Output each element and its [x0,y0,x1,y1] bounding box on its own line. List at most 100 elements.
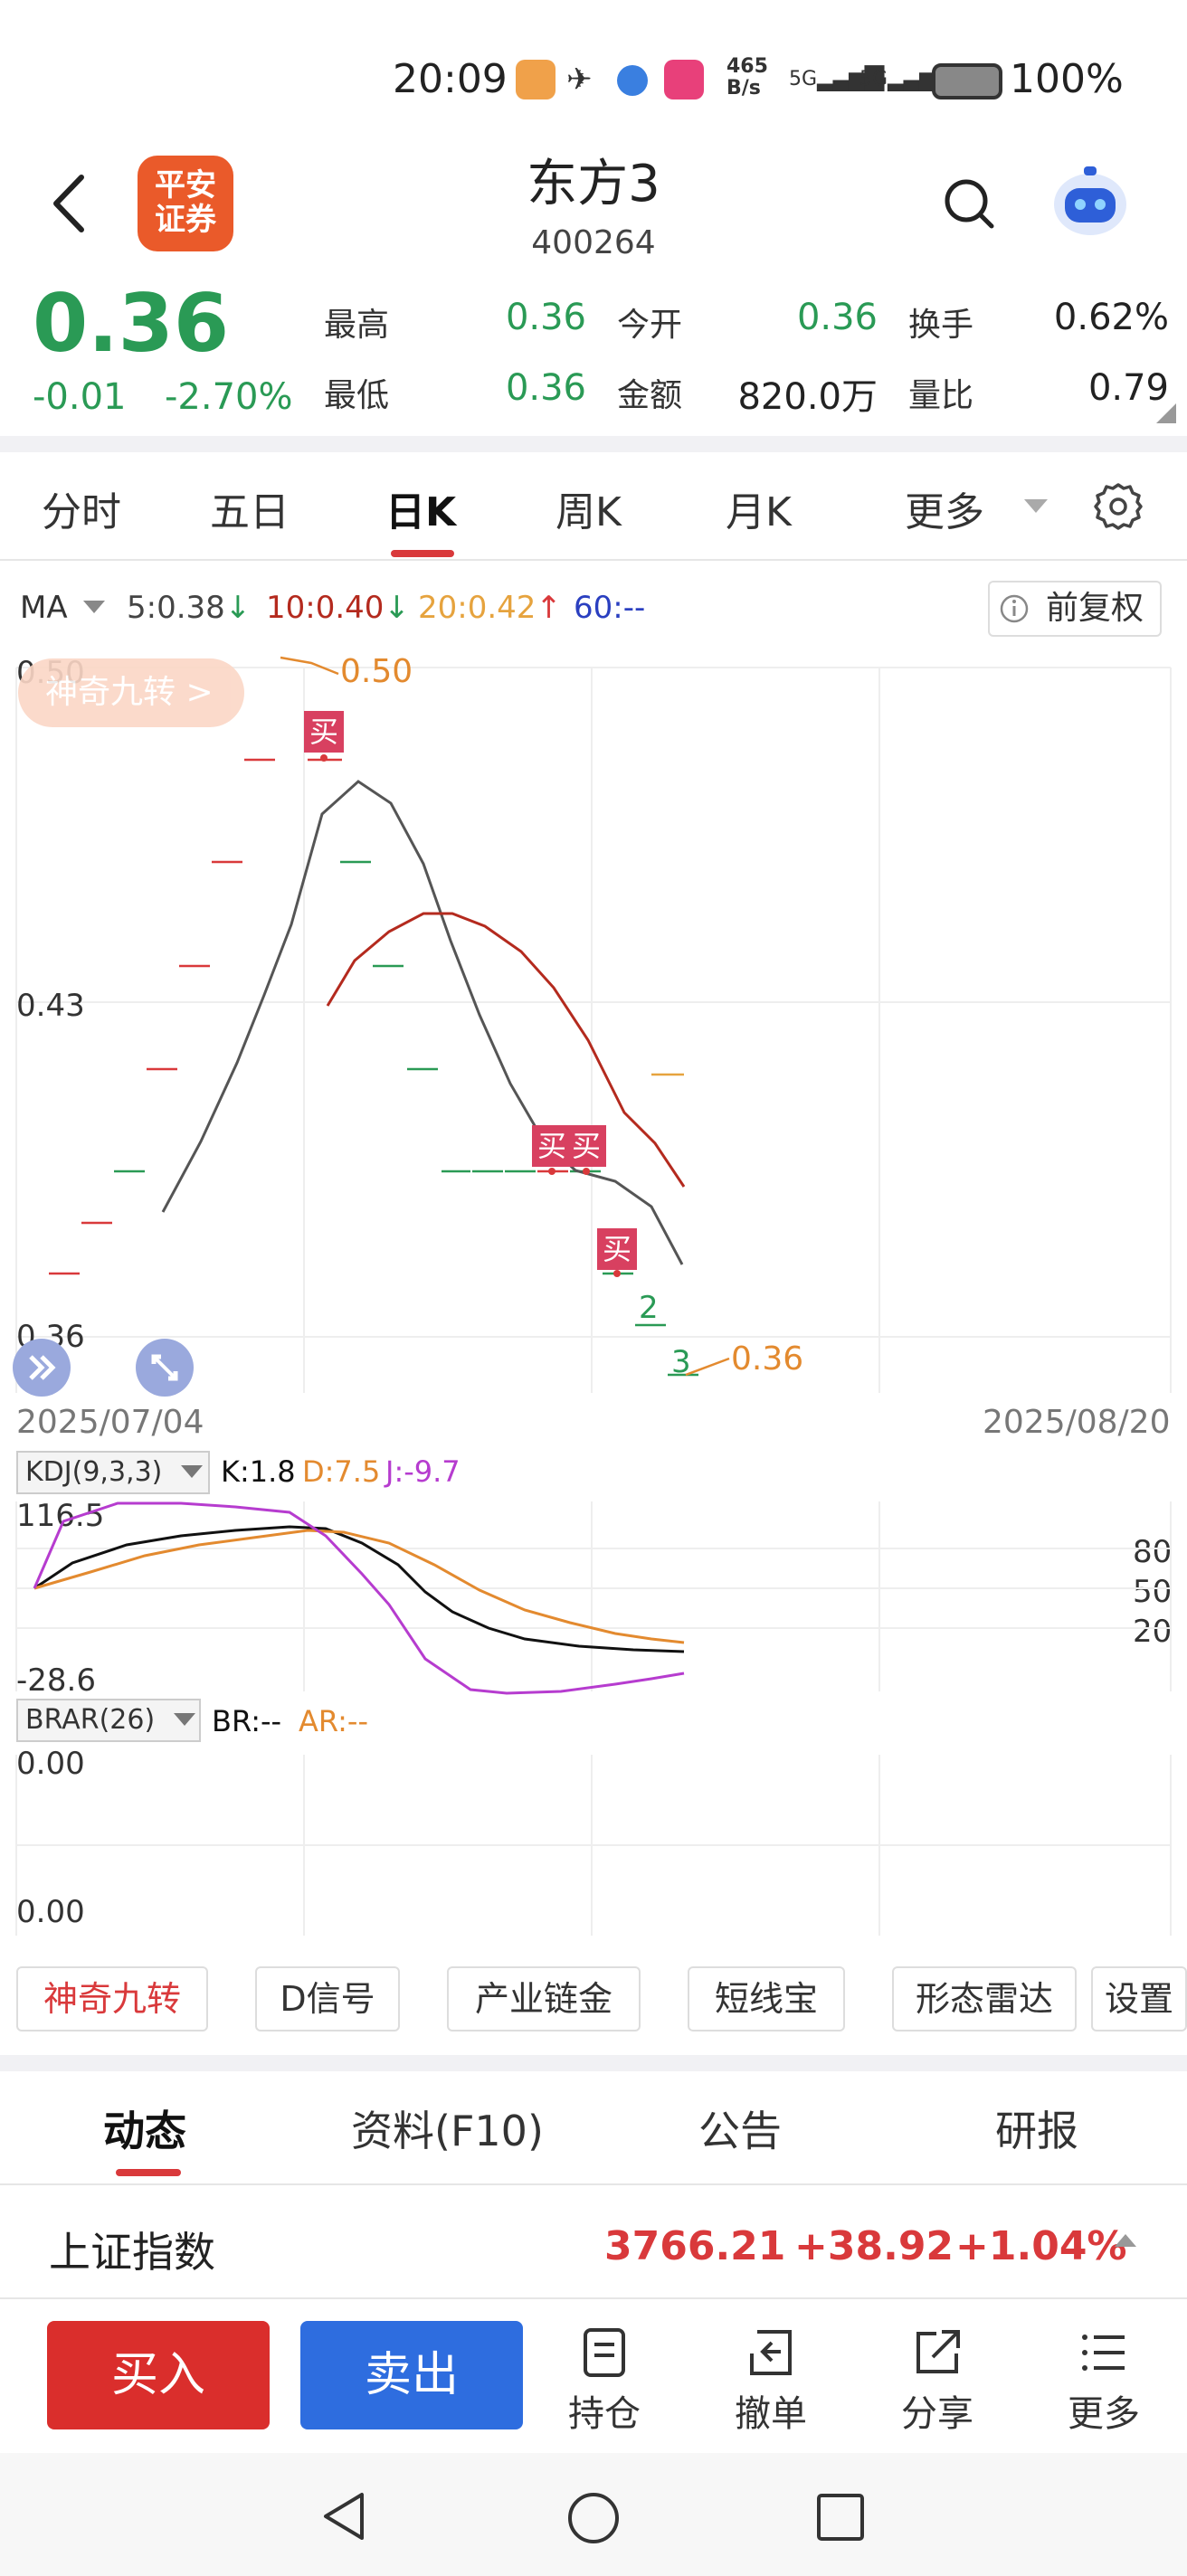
ma-dropdown-icon[interactable] [83,601,105,613]
signal-icon-1: 5G▂▃▅▇ [789,62,884,91]
ticker-divider [0,2297,1187,2299]
brar-selector[interactable]: BRAR(26) [16,1699,201,1742]
app-notification-icon-3 [617,65,648,96]
chevron-down-icon[interactable] [174,1713,195,1726]
section-divider [0,2055,1187,2071]
tab-more[interactable]: 更多 [905,489,984,535]
search-icon[interactable] [943,177,995,230]
buy-button[interactable]: 买入 [47,2321,270,2429]
brar-ar-value: AR:-- [299,1704,369,1738]
info-icon [1000,594,1029,623]
buy-signal-tag: 买 [304,711,344,753]
broker-logo: 平安 证券 [138,156,233,251]
high-value: 0.36 [505,297,586,338]
more-button[interactable]: 更多 [1049,2326,1158,2437]
cancel-order-button[interactable]: 撤单 [717,2326,825,2437]
tool-pattern-radar[interactable]: 形态雷达 [892,1966,1077,2031]
buy-signal-tag: 买 [597,1228,637,1270]
turnover-label: 换手 [908,307,974,344]
current-price: 0.36 [33,277,230,370]
open-value: 0.36 [796,297,878,338]
chevron-down-icon[interactable] [1024,499,1048,513]
tabs-divider [0,559,1187,561]
cancel-order-icon [750,2330,792,2375]
stock-code: 400264 [531,224,656,261]
tool-industry-chain[interactable]: 产业链金 [447,1966,641,2031]
active-tab-indicator [391,550,454,557]
tab-research[interactable]: 研报 [995,2107,1078,2155]
expand-left-icon[interactable] [13,1339,71,1397]
kdj-k-value: K:1.8 [221,1454,296,1489]
tab-news[interactable]: 动态 [103,2107,186,2155]
brar-chart [15,1755,1172,1936]
kdj-j-value: J:-9.7 [385,1454,461,1489]
fullscreen-icon[interactable] [136,1339,194,1397]
tab-rik[interactable]: 日K [385,489,457,535]
brar-br-value: BR:-- [212,1704,282,1738]
sell-button[interactable]: 卖出 [300,2321,523,2429]
high-label: 最高 [324,307,390,344]
price-change-pct: -2.70% [165,376,293,418]
index-value: 3766.21 [604,2223,786,2269]
price-change: -0.01 [33,376,127,418]
kdj-d-value: D:7.5 [302,1454,381,1489]
max-price-label: 0.50 [340,653,413,690]
tab-f10[interactable]: 资料(F10) [351,2107,544,2155]
fuquan-button[interactable]: 前复权 [988,581,1162,637]
tab-zhouk[interactable]: 周K [556,489,622,535]
back-icon[interactable] [47,172,92,235]
position-icon [584,2328,625,2377]
expand-quote-icon[interactable] [1156,403,1176,423]
tab-yuek[interactable]: 月K [726,489,792,535]
buy-signal-tag: 买 [566,1125,606,1167]
kdj-level-80: 80 [1133,1534,1173,1570]
index-name[interactable]: 上证指数 [49,2228,215,2277]
share-icon [916,2330,960,2373]
app-notification-icon [516,60,556,99]
tab-wuri[interactable]: 五日 [210,489,290,535]
jiuzhuan-pill[interactable]: 神奇九转 > [18,658,244,727]
amount-label: 金额 [617,377,683,414]
status-bar: 20:09 ✈ 465 B/s 5G▂▃▅▇ 5G▂▃▅▇ 100% [0,0,1187,145]
section-divider [0,436,1187,452]
share-button[interactable]: 分享 [883,2326,992,2437]
kline-chart[interactable] [0,633,1187,1411]
app-notification-icon-2: ✈ [566,62,593,98]
battery-level: 100% [1010,56,1124,102]
kline-y-mid: 0.43 [16,988,85,1024]
chart-start-date: 2025/07/04 [16,1404,204,1441]
status-time: 20:09 [393,56,508,102]
index-change-pct: +1.04% [955,2223,1127,2269]
nav-recents-icon[interactable] [814,2491,867,2543]
tool-jiuzhuan[interactable]: 神奇九转 [16,1966,208,2031]
chart-end-date: 2025/08/20 [983,1404,1171,1441]
battery-icon [932,63,1002,99]
sequence-count: 3 [671,1344,691,1380]
kdj-level-50: 50 [1133,1574,1173,1610]
low-value: 0.36 [505,367,586,409]
tool-short-term[interactable]: 短线宝 [688,1966,845,2031]
tab-fenshi[interactable]: 分时 [42,489,121,535]
nav-back-icon[interactable] [318,2489,373,2543]
min-price-label: 0.36 [731,1340,804,1378]
expand-up-icon[interactable] [1115,2234,1136,2247]
tab-announcements[interactable]: 公告 [698,2107,782,2155]
robot-assistant-icon[interactable] [1049,163,1131,241]
nav-home-icon[interactable] [565,2489,622,2547]
amount-value: 820.0万 [737,376,878,418]
position-label: 持仓 [568,2393,641,2435]
ma-label[interactable]: MA [20,590,68,626]
ma5-value: 5:0.38↓ [127,590,252,626]
kdj-level-20: 20 [1133,1614,1173,1650]
kdj-selector[interactable]: KDJ(9,3,3) [16,1451,210,1494]
tool-d-signal[interactable]: D信号 [255,1966,400,2031]
tool-settings[interactable]: 设置 [1091,1966,1187,2031]
volume-ratio-value: 0.79 [1087,367,1169,409]
position-button[interactable]: 持仓 [550,2326,659,2437]
turnover-value: 0.62% [1053,297,1169,338]
buy-signal-tag: 买 [532,1125,572,1167]
kdj-y-bottom: -28.6 [16,1662,96,1699]
cancel-order-label: 撤单 [735,2393,807,2435]
gear-icon[interactable] [1093,481,1144,532]
chevron-down-icon[interactable] [181,1465,203,1478]
